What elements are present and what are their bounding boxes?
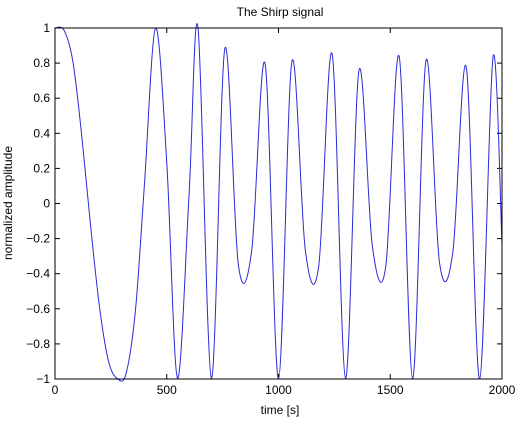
x-tick-label: 1500 <box>377 383 404 397</box>
y-tick-label: 0.6 <box>33 91 50 105</box>
plot-frame <box>54 27 503 380</box>
x-tick-label: 1000 <box>265 383 292 397</box>
x-tick-label: 0 <box>52 383 59 397</box>
y-tick-label: 1 <box>43 21 50 35</box>
series-line-0 <box>54 23 503 382</box>
axes: 0 500 1000 1500 2000 1 0.8 0.6 0.4 0.2 0 −0.2 −0.4 −0… <box>26 21 515 397</box>
x-tick-label: 2000 <box>489 383 516 397</box>
x-tick-label: 500 <box>157 383 177 397</box>
y-tick-label: 0.2 <box>33 161 50 175</box>
x-axis-label: time [s] <box>261 403 300 417</box>
y-tick-label: −0.2 <box>26 232 50 246</box>
y-tick-label: −0.8 <box>26 337 50 351</box>
y-tick-label: 0.8 <box>33 56 50 70</box>
y-tick-label: 0.4 <box>33 126 50 140</box>
y-tick-label: −0.6 <box>26 302 50 316</box>
series-layer <box>54 23 503 382</box>
chart-title: The Shirp signal <box>237 5 324 19</box>
y-tick-label: −0.4 <box>26 267 50 281</box>
y-axis-label: normalized amplitude <box>1 146 15 260</box>
y-tick-label: −1 <box>36 372 50 386</box>
y-tick-label: 0 <box>43 197 50 211</box>
plot-border <box>54 27 503 380</box>
